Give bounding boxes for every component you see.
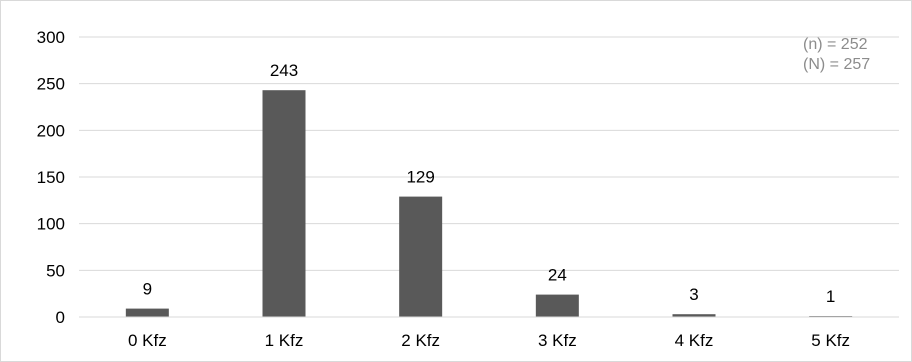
- bar-2-kfz: [399, 197, 442, 317]
- x-tick-label: 2 Kfz: [401, 331, 440, 350]
- x-tick-label: 0 Kfz: [128, 331, 167, 350]
- y-tick-label: 100: [37, 215, 65, 234]
- y-axis-ticks: 0 50 100 150 200 250 300: [37, 28, 65, 327]
- bar-3-kfz: [536, 295, 579, 317]
- y-tick-label: 200: [37, 121, 65, 140]
- data-label: 1: [826, 287, 835, 306]
- y-tick-label: 250: [37, 75, 65, 94]
- x-tick-label: 5 Kfz: [811, 331, 850, 350]
- bar-1-kfz: [263, 90, 306, 317]
- data-label: 3: [689, 285, 698, 304]
- x-axis-ticks: 0 Kfz 1 Kfz 2 Kfz 3 Kfz 4 Kfz 5 Kfz: [128, 331, 850, 350]
- data-label: 129: [406, 168, 434, 187]
- annotation-sample-n: (n) = 252: [803, 36, 868, 53]
- annotation-population-n: (N) = 257: [803, 56, 870, 73]
- data-label: 9: [143, 280, 152, 299]
- data-label: 243: [270, 61, 298, 80]
- bars: [126, 90, 852, 317]
- y-tick-label: 50: [46, 261, 65, 280]
- x-tick-label: 3 Kfz: [538, 331, 577, 350]
- data-label: 24: [548, 266, 567, 285]
- bar-0-kfz: [126, 309, 169, 317]
- x-tick-label: 4 Kfz: [675, 331, 714, 350]
- x-tick-label: 1 Kfz: [265, 331, 304, 350]
- y-tick-label: 300: [37, 28, 65, 47]
- y-tick-label: 150: [37, 168, 65, 187]
- y-tick-label: 0: [56, 308, 65, 327]
- gridlines: [79, 37, 899, 270]
